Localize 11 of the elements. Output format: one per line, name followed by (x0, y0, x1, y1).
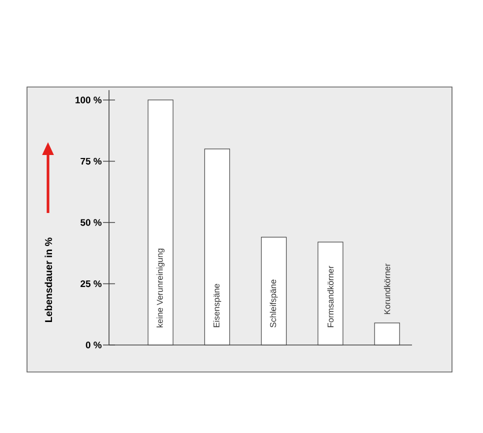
x-tick-label: Formsandkörner (327, 266, 334, 328)
y-tick-label: 0 % (86, 342, 102, 348)
x-tick-label: keine Verunreinigung (156, 248, 164, 328)
x-tick-label: Schleifspäne (270, 280, 278, 328)
y-tick-label: 75 % (80, 158, 102, 165)
y-tick-label: 50 % (80, 219, 102, 226)
y-tick-label: 100 % (76, 96, 102, 104)
y-axis-title: Lebensdauer in % (44, 238, 52, 322)
x-tick-label: Korundkörner (384, 264, 390, 314)
y-tick-label: 25 % (80, 280, 102, 288)
x-tick-label: Eisenspäne (213, 284, 222, 328)
